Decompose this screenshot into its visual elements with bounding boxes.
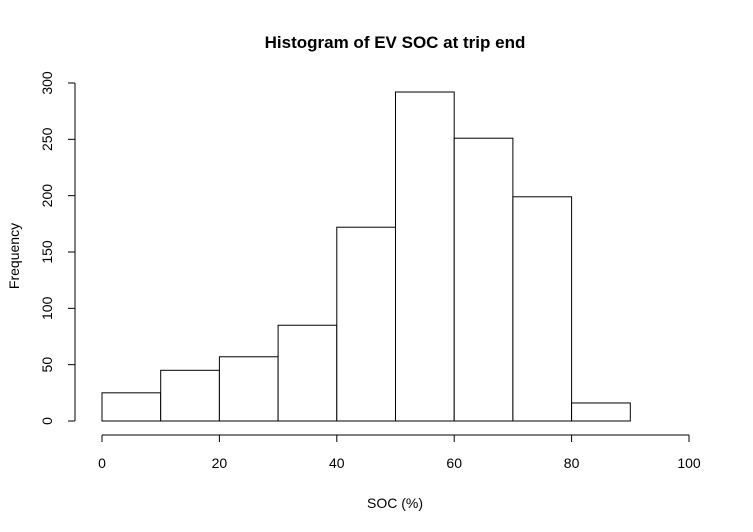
chart-title: Histogram of EV SOC at trip end (265, 33, 526, 52)
histogram-bar (571, 402, 631, 422)
histogram-bar (336, 226, 396, 422)
x-tick-label: 100 (677, 455, 701, 471)
x-tick-label: 60 (446, 455, 462, 471)
histogram-bar (512, 196, 573, 422)
y-tick-label: 250 (39, 127, 55, 151)
histogram-bar (101, 392, 162, 422)
x-tick-label: 20 (212, 455, 228, 471)
x-axis-label: SOC (%) (367, 495, 423, 511)
histogram-bar (160, 369, 220, 422)
y-tick-label: 100 (39, 296, 55, 320)
y-tick-label: 200 (39, 184, 55, 208)
x-tick-label: 0 (98, 455, 106, 471)
y-tick-label: 300 (39, 71, 55, 95)
y-axis: 0 50 100 150 200 250 300 (39, 71, 76, 425)
y-tick-label: 50 (39, 357, 55, 373)
y-tick-label: 0 (39, 417, 55, 425)
histogram-bar (395, 91, 455, 422)
x-tick-label: 80 (564, 455, 580, 471)
bars-group (101, 91, 631, 422)
histogram-bar (277, 324, 338, 422)
x-axis: 0 20 40 60 80 100 (98, 434, 701, 471)
x-tick-label: 40 (329, 455, 345, 471)
y-axis-label: Frequency (6, 223, 22, 289)
y-tick-label: 150 (39, 240, 55, 264)
histogram-bar (218, 356, 279, 422)
histogram-bar (453, 137, 514, 422)
